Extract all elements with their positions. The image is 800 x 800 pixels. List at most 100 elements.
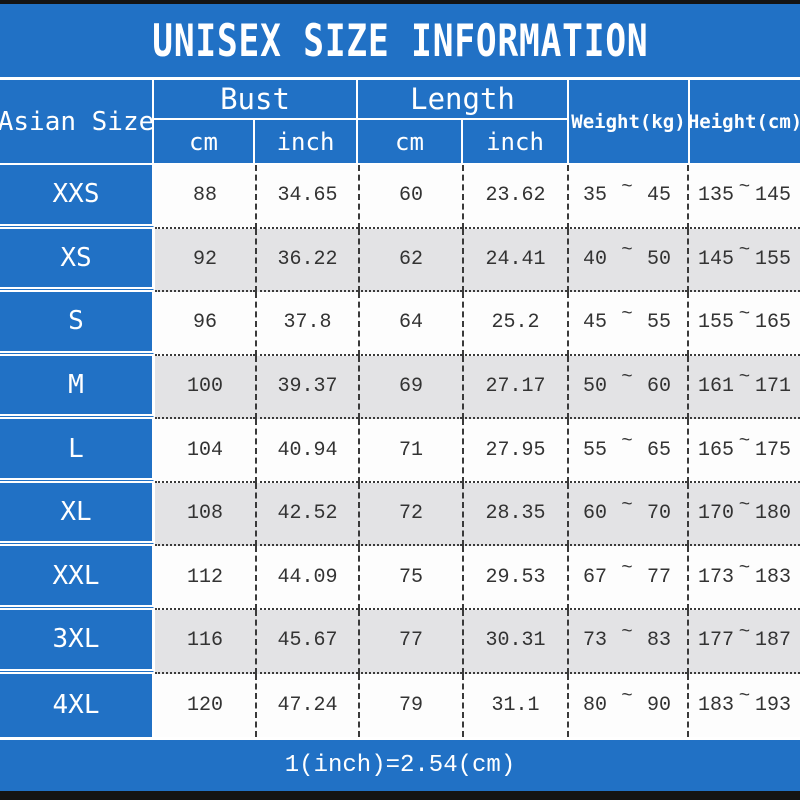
height-range-cell: 165 ~175 xyxy=(687,419,800,483)
tilde-glyph: ~ xyxy=(738,366,751,389)
length-inch-cell: 27.17 xyxy=(462,355,567,420)
table-row: XXL 112 44.09 75 29.53 67 ~77 173 ~183 xyxy=(0,546,800,610)
page-title: UNISEX SIZE INFORMATION xyxy=(151,14,649,67)
size-label: XL xyxy=(60,497,92,528)
header-bust-cm: cm xyxy=(154,120,253,163)
size-label-cell: L xyxy=(0,419,155,483)
length-inch-cell: 25.2 xyxy=(462,292,567,356)
header-weight-kg: Weight(kg) xyxy=(569,80,688,163)
length-inch-cell: 28.35 xyxy=(462,482,567,547)
bust-inch-cell: 34.65 xyxy=(255,165,358,229)
table-row: XS 92 36.22 62 24.41 40 ~50 145 ~155 xyxy=(0,228,800,293)
bust-inch-cell: 36.22 xyxy=(255,228,358,293)
size-table-header: Asian Size Bust Length Weight(kg) Height… xyxy=(0,80,800,163)
height-range-cell: 145 ~155 xyxy=(687,228,800,293)
size-label: XXL xyxy=(52,560,100,591)
size-label: 4XL xyxy=(52,690,100,721)
header-length-inch: inch xyxy=(463,120,567,163)
size-label: M xyxy=(68,369,84,400)
size-label: 3XL xyxy=(52,624,100,655)
bust-inch-cell: 37.8 xyxy=(255,292,358,356)
height-range-cell: 170 ~180 xyxy=(687,482,800,547)
tilde-glyph: ~ xyxy=(738,620,751,643)
length-cm-cell: 60 xyxy=(358,165,462,229)
length-inch-cell: 30.31 xyxy=(462,609,567,674)
bust-inch-cell: 39.37 xyxy=(255,355,358,420)
size-label-cell: 4XL xyxy=(0,673,155,738)
header-length-cm: cm xyxy=(358,120,461,163)
weight-range-cell: 60 ~70 xyxy=(567,482,687,547)
tilde-glyph: ~ xyxy=(621,620,633,643)
tilde-glyph: ~ xyxy=(621,685,633,708)
length-cm-cell: 71 xyxy=(358,419,462,483)
header-asian-size: Asian Size xyxy=(0,80,154,163)
title-band: UNISEX SIZE INFORMATION xyxy=(0,4,800,77)
size-label-cell: XL xyxy=(0,482,155,547)
bust-inch-cell: 45.67 xyxy=(255,609,358,674)
header-bust: Bust xyxy=(154,80,356,118)
header-height-cm: Height(cm) xyxy=(688,80,800,163)
size-label: L xyxy=(68,433,84,464)
height-range-cell: 177 ~187 xyxy=(687,609,800,674)
top-black-bar xyxy=(0,0,800,4)
tilde-glyph: ~ xyxy=(738,302,751,325)
height-range-cell: 161 ~171 xyxy=(687,355,800,420)
tilde-glyph: ~ xyxy=(738,493,751,516)
footer-band: 1(inch)=2.54(cm) xyxy=(0,740,800,791)
size-label-cell: XXL xyxy=(0,546,155,610)
bust-inch-cell: 44.09 xyxy=(255,546,358,610)
length-inch-cell: 31.1 xyxy=(462,673,567,738)
weight-range-cell: 50 ~60 xyxy=(567,355,687,420)
height-range-cell: 135 ~145 xyxy=(687,165,800,229)
bust-cm-cell: 116 xyxy=(155,609,255,674)
table-row: M 100 39.37 69 27.17 50 ~60 161 ~171 xyxy=(0,355,800,420)
bust-inch-cell: 47.24 xyxy=(255,673,358,738)
size-label-cell: XXS xyxy=(0,165,155,229)
length-cm-cell: 77 xyxy=(358,609,462,674)
weight-range-cell: 45 ~55 xyxy=(567,292,687,356)
bust-cm-cell: 108 xyxy=(155,482,255,547)
bust-cm-cell: 100 xyxy=(155,355,255,420)
table-row: XL 108 42.52 72 28.35 60 ~70 170 ~180 xyxy=(0,482,800,547)
tilde-glyph: ~ xyxy=(621,175,633,198)
tilde-glyph: ~ xyxy=(738,557,751,580)
weight-range-cell: 35 ~45 xyxy=(567,165,687,229)
size-label-cell: 3XL xyxy=(0,609,155,674)
tilde-glyph: ~ xyxy=(738,430,751,453)
tilde-glyph: ~ xyxy=(621,239,633,262)
size-label-cell: M xyxy=(0,355,155,420)
tilde-glyph: ~ xyxy=(738,175,751,198)
weight-range-cell: 80 ~90 xyxy=(567,673,687,738)
tilde-glyph: ~ xyxy=(738,685,751,708)
height-range-cell: 183 ~193 xyxy=(687,673,800,738)
weight-range-cell: 67 ~77 xyxy=(567,546,687,610)
size-label: XS xyxy=(60,242,92,273)
bottom-black-bar xyxy=(0,791,800,800)
length-cm-cell: 69 xyxy=(358,355,462,420)
table-body: XXS 88 34.65 60 23.62 35 ~45 135 ~145 XS 9… xyxy=(0,163,800,738)
length-inch-cell: 29.53 xyxy=(462,546,567,610)
height-range-cell: 155 ~165 xyxy=(687,292,800,356)
size-label-cell: XS xyxy=(0,228,155,293)
bust-cm-cell: 112 xyxy=(155,546,255,610)
length-inch-cell: 24.41 xyxy=(462,228,567,293)
bust-cm-cell: 120 xyxy=(155,673,255,738)
table-row: 4XL 120 47.24 79 31.1 80 ~90 183 ~193 xyxy=(0,673,800,738)
bust-inch-cell: 40.94 xyxy=(255,419,358,483)
table-row: S 96 37.8 64 25.2 45 ~55 155 ~165 xyxy=(0,292,800,356)
bust-cm-cell: 104 xyxy=(155,419,255,483)
tilde-glyph: ~ xyxy=(621,366,633,389)
bust-cm-cell: 88 xyxy=(155,165,255,229)
length-inch-cell: 27.95 xyxy=(462,419,567,483)
tilde-glyph: ~ xyxy=(621,302,633,325)
weight-range-cell: 55 ~65 xyxy=(567,419,687,483)
bust-cm-cell: 96 xyxy=(155,292,255,356)
tilde-glyph: ~ xyxy=(621,493,633,516)
header-bust-inch: inch xyxy=(255,120,356,163)
length-inch-cell: 23.62 xyxy=(462,165,567,229)
length-cm-cell: 75 xyxy=(358,546,462,610)
weight-range-cell: 40 ~50 xyxy=(567,228,687,293)
tilde-glyph: ~ xyxy=(621,557,633,580)
size-label: XXS xyxy=(52,179,100,210)
height-range-cell: 173 ~183 xyxy=(687,546,800,610)
